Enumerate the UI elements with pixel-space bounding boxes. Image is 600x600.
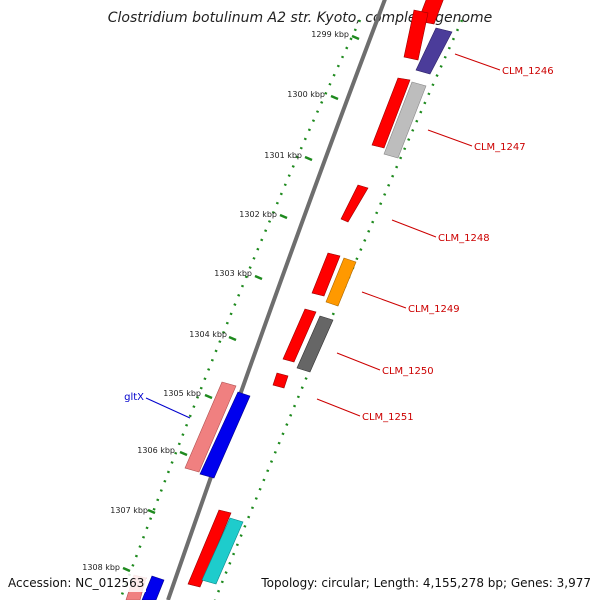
- gene-label-clm-1251[interactable]: CLM_1251: [362, 412, 414, 423]
- tick-label: 1303 kbp: [214, 269, 252, 278]
- gene-label-clm-1250[interactable]: CLM_1250: [382, 366, 434, 377]
- footer-backdrop-right: [258, 572, 594, 592]
- gene-feature[interactable]: [201, 517, 244, 585]
- gene-feature-clm-1246[interactable]: [415, 27, 453, 75]
- gene-label-gltx[interactable]: gltX: [124, 392, 144, 403]
- gene-label-clm-1246[interactable]: CLM_1246: [502, 66, 554, 77]
- inner-features[interactable]: [141, 27, 453, 600]
- footer-backdrop-left: [6, 572, 146, 592]
- tick-label: 1308 kbp: [82, 563, 120, 572]
- genome-summary: Topology: circular; Length: 4,155,278 bp…: [260, 576, 591, 590]
- gene-feature-clm-1249[interactable]: [325, 257, 357, 307]
- label-leaders: [145, 53, 501, 419]
- map-title: Clostridium botulinum A2 str. Kyoto, com…: [108, 10, 493, 26]
- gene-feature[interactable]: [272, 372, 289, 389]
- tick-label: 1306 kbp: [137, 446, 175, 455]
- gene-feature[interactable]: [184, 381, 237, 473]
- tick-marks: [122, 34, 360, 573]
- tick-label: 1301 kbp: [264, 151, 302, 160]
- tick-label: 1305 kbp: [163, 389, 201, 398]
- tick-label: 1302 kbp: [239, 210, 277, 219]
- tick-label: 1307 kbp: [110, 506, 148, 515]
- accession-label: Accession: NC_012563: [8, 576, 144, 590]
- gene-feature[interactable]: [371, 77, 411, 149]
- tick-label: 1300 kbp: [287, 90, 325, 99]
- cds-features[interactable]: [187, 0, 444, 588]
- tick-label: 1304 kbp: [189, 330, 227, 339]
- gene-feature[interactable]: [187, 509, 232, 588]
- gene-feature[interactable]: [311, 252, 341, 297]
- gene-feature-clm-1247[interactable]: [383, 81, 427, 159]
- genome-backbone: [166, 0, 387, 600]
- gene-feature[interactable]: [340, 184, 369, 223]
- tick-label: 1299 kbp: [311, 30, 349, 39]
- gene-feature-gltx[interactable]: [199, 391, 251, 479]
- gene-feature-clm-1250[interactable]: [296, 315, 334, 373]
- gene-feature[interactable]: [403, 9, 429, 61]
- gene-label-clm-1248[interactable]: CLM_1248: [438, 233, 490, 244]
- gene-label-clm-1247[interactable]: CLM_1247: [474, 142, 526, 153]
- gene-feature[interactable]: [282, 308, 317, 363]
- tick-track-outer: [118, 19, 362, 600]
- gene-label-clm-1249[interactable]: CLM_1249: [408, 304, 460, 315]
